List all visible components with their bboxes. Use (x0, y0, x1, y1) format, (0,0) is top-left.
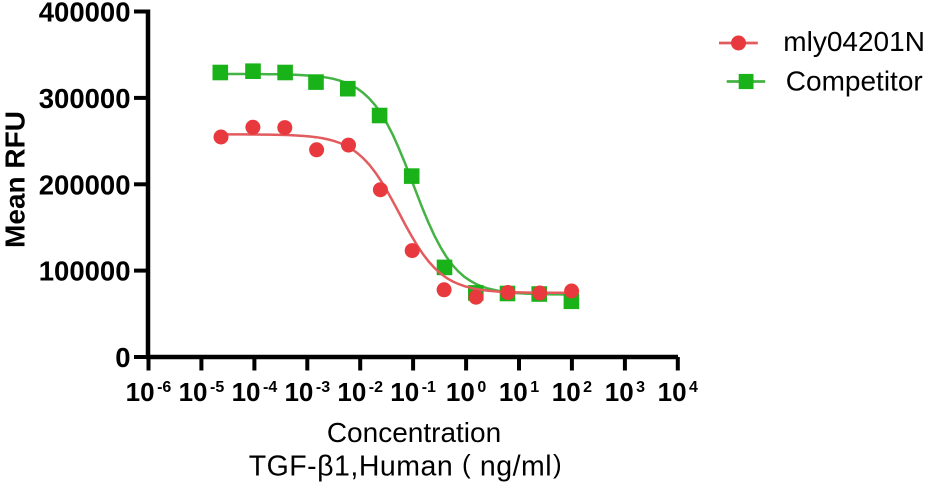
svg-text:0: 0 (115, 342, 130, 373)
svg-text:300000: 300000 (39, 83, 131, 114)
svg-text:Concentration: Concentration (327, 417, 501, 448)
svg-text:10-2: 10 -2 (337, 377, 383, 407)
svg-text:400000: 400000 (39, 0, 131, 28)
svg-text:100000: 100000 (39, 256, 131, 287)
svg-text:101: 10 1 (499, 377, 539, 407)
svg-text:200000: 200000 (39, 169, 131, 200)
svg-text:TGF-β1,Human(ng/ml): TGF-β1,Human(ng/ml) (249, 449, 562, 483)
svg-text:Competitor: Competitor (786, 65, 923, 96)
svg-text:Mean RFU: Mean RFU (0, 111, 31, 248)
svg-text:mly04201N: mly04201N (783, 26, 925, 57)
svg-text:10-1: 10 -1 (390, 377, 436, 407)
